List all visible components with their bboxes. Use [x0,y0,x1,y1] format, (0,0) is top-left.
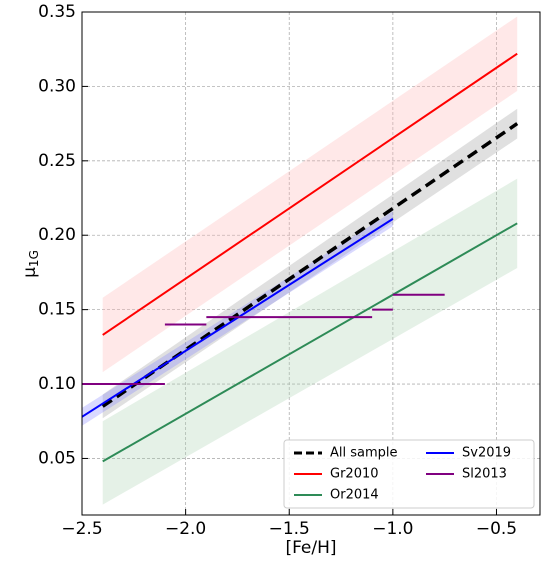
y-axis-label-sub: 1G [27,250,41,267]
x-tick-label: −1.5 [269,519,310,539]
series-line [102,222,518,463]
plot-frame [81,11,541,516]
x-tick-label: −1.0 [372,519,413,539]
y-axis-label: μ1G [20,250,41,278]
y-tick-label: 0.25 [38,151,76,171]
x-tick-label: −0.5 [476,519,517,539]
y-tick-label: 0.05 [38,448,76,468]
series-line [102,52,518,336]
x-tick-label: −2.5 [61,519,102,539]
band [102,108,518,419]
legend-label: Sl2013 [462,467,507,482]
series-line [101,122,519,408]
legend-label: Gr2010 [330,467,379,482]
legend-label: Sv2019 [462,446,511,461]
y-tick-label: 0.30 [38,76,76,96]
x-tick-label: −2.0 [165,519,206,539]
y-axis-label-main: μ [20,267,40,278]
y-tick-label: 0.15 [38,300,76,320]
y-tick-label: 0.20 [38,225,76,245]
legend-label: Or2014 [330,488,379,503]
legend-box [283,439,535,509]
y-tick-label: 0.10 [38,374,76,394]
legend-label: All sample [330,446,398,461]
x-axis-label: [Fe/H] [285,538,336,558]
y-tick-label: 0.35 [38,2,76,22]
